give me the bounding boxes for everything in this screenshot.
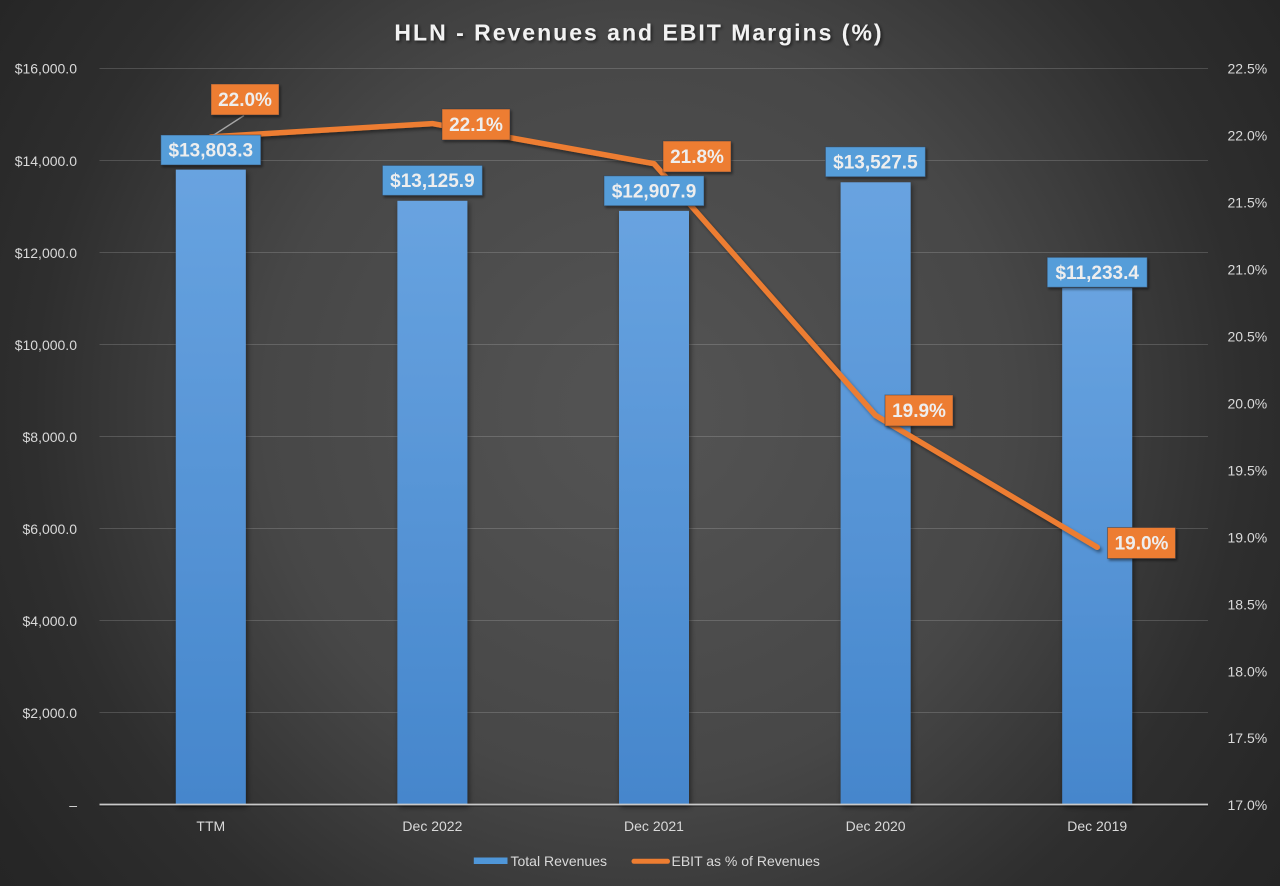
- svg-text:$14,000.0: $14,000.0: [15, 153, 77, 169]
- svg-text:22.0%: 22.0%: [218, 90, 272, 111]
- svg-text:$13,803.3: $13,803.3: [169, 141, 254, 162]
- svg-text:17.5%: 17.5%: [1228, 730, 1268, 746]
- svg-text:$2,000.0: $2,000.0: [23, 705, 78, 721]
- svg-text:18.5%: 18.5%: [1228, 596, 1268, 612]
- svg-text:20.5%: 20.5%: [1228, 329, 1268, 345]
- svg-text:$16,000.0: $16,000.0: [15, 61, 77, 77]
- svg-text:–: –: [69, 797, 77, 813]
- svg-text:$13,125.9: $13,125.9: [390, 171, 475, 192]
- svg-text:$8,000.0: $8,000.0: [23, 429, 78, 445]
- svg-text:19.0%: 19.0%: [1115, 534, 1169, 555]
- svg-text:HLN - Revenues and EBIT Margin: HLN - Revenues and EBIT Margins (%): [394, 20, 883, 46]
- svg-text:21.5%: 21.5%: [1228, 195, 1268, 211]
- svg-text:18.0%: 18.0%: [1228, 663, 1268, 679]
- svg-text:19.9%: 19.9%: [892, 401, 946, 422]
- svg-text:21.0%: 21.0%: [1228, 262, 1268, 278]
- svg-text:22.1%: 22.1%: [449, 115, 503, 136]
- svg-text:EBIT as % of Revenues: EBIT as % of Revenues: [672, 853, 820, 869]
- svg-text:$12,000.0: $12,000.0: [15, 245, 77, 261]
- svg-text:19.0%: 19.0%: [1228, 529, 1268, 545]
- svg-text:Dec 2022: Dec 2022: [402, 818, 462, 834]
- svg-text:22.5%: 22.5%: [1228, 61, 1268, 77]
- svg-text:$11,233.4: $11,233.4: [1055, 263, 1139, 284]
- svg-text:TTM: TTM: [196, 818, 225, 834]
- svg-text:$12,907.9: $12,907.9: [612, 181, 697, 202]
- svg-text:22.0%: 22.0%: [1228, 128, 1268, 144]
- svg-text:$6,000.0: $6,000.0: [23, 521, 78, 537]
- svg-text:20.0%: 20.0%: [1228, 395, 1268, 411]
- svg-text:Dec 2020: Dec 2020: [846, 818, 906, 834]
- svg-text:Total Revenues: Total Revenues: [511, 853, 608, 869]
- svg-text:Dec 2019: Dec 2019: [1067, 818, 1127, 834]
- svg-text:Dec 2021: Dec 2021: [624, 818, 684, 834]
- svg-text:17.0%: 17.0%: [1228, 797, 1268, 813]
- svg-text:19.5%: 19.5%: [1228, 462, 1268, 478]
- svg-text:21.8%: 21.8%: [670, 147, 724, 168]
- svg-text:$13,527.5: $13,527.5: [833, 152, 918, 173]
- svg-text:$10,000.0: $10,000.0: [15, 337, 77, 353]
- svg-text:$4,000.0: $4,000.0: [23, 613, 78, 629]
